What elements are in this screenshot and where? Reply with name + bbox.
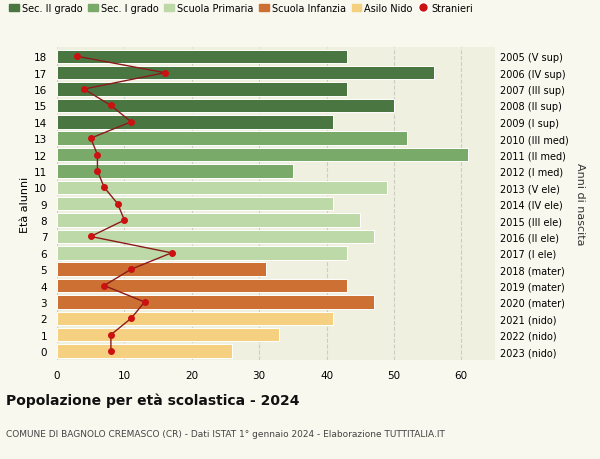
Point	[86, 135, 95, 143]
Bar	[57, 296, 374, 309]
Point	[127, 266, 136, 273]
Bar	[57, 312, 333, 325]
Bar	[57, 279, 347, 293]
Point	[79, 86, 89, 94]
Bar	[57, 230, 374, 244]
Bar	[57, 67, 434, 80]
Bar	[57, 100, 394, 113]
Bar	[57, 197, 333, 211]
Point	[140, 299, 149, 306]
Point	[100, 282, 109, 290]
Point	[73, 54, 82, 61]
Point	[113, 201, 122, 208]
Point	[127, 315, 136, 322]
Bar	[57, 263, 266, 276]
Bar	[57, 116, 333, 129]
Bar	[57, 149, 468, 162]
Point	[100, 184, 109, 191]
Bar	[57, 246, 347, 260]
Bar	[57, 345, 232, 358]
Bar	[57, 50, 347, 64]
Y-axis label: Anni di nascita: Anni di nascita	[575, 163, 585, 246]
Text: Popolazione per età scolastica - 2024: Popolazione per età scolastica - 2024	[6, 392, 299, 407]
Point	[160, 70, 170, 77]
Bar	[57, 328, 280, 341]
Bar	[57, 132, 407, 146]
Bar	[57, 83, 347, 96]
Point	[106, 102, 116, 110]
Bar	[57, 165, 293, 178]
Point	[119, 217, 129, 224]
Point	[127, 119, 136, 126]
Point	[106, 331, 116, 339]
Point	[167, 250, 176, 257]
Point	[92, 151, 102, 159]
Text: COMUNE DI BAGNOLO CREMASCO (CR) - Dati ISTAT 1° gennaio 2024 - Elaborazione TUTT: COMUNE DI BAGNOLO CREMASCO (CR) - Dati I…	[6, 429, 445, 438]
Y-axis label: Età alunni: Età alunni	[20, 176, 30, 232]
Point	[92, 168, 102, 175]
Bar	[57, 181, 387, 195]
Point	[86, 233, 95, 241]
Point	[106, 347, 116, 355]
Bar	[57, 214, 360, 227]
Legend: Sec. II grado, Sec. I grado, Scuola Primaria, Scuola Infanzia, Asilo Nido, Stran: Sec. II grado, Sec. I grado, Scuola Prim…	[5, 0, 477, 18]
